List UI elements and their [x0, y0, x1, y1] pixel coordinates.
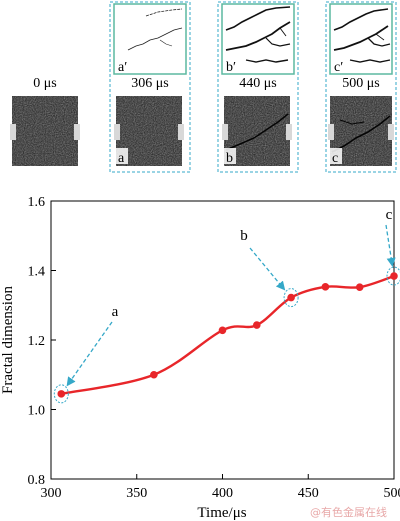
y-axis-label: Fractal dimension — [0, 286, 16, 394]
y-tick-label: 1.0 — [28, 404, 46, 419]
crack-letter-a: a′ — [118, 60, 127, 75]
annotation-label: b — [240, 228, 248, 244]
annotation-arrow — [66, 321, 113, 387]
panel-500us: c′ 500 μs c — [325, 1, 397, 173]
annotation-label: a — [112, 304, 119, 320]
y-tick-label: 1.6 — [28, 195, 46, 210]
y-tick-label: 1.2 — [28, 334, 46, 349]
x-tick-label: 500 — [384, 486, 400, 501]
dashed-frame-b — [217, 1, 299, 173]
crack-map-a — [113, 3, 187, 75]
image-letter-b: b — [226, 151, 233, 166]
annotations: a b c — [53, 207, 400, 404]
y-axis: 0.8 1.0 1.2 1.4 1.6 — [28, 195, 56, 488]
x-axis: 300 350 400 450 500 — [41, 474, 400, 501]
x-axis-label: Time/μs — [197, 505, 246, 521]
crack-letter-b: b′ — [226, 60, 236, 75]
time-label-306: 306 μs — [131, 76, 168, 91]
annotation-arrow — [249, 247, 286, 291]
x-tick-label: 350 — [126, 486, 147, 501]
image-letter-a: a — [118, 151, 125, 166]
dashed-frame-c — [325, 1, 397, 173]
crack-lines-a — [127, 8, 183, 51]
highlight-ring — [283, 288, 299, 308]
image-panels: 0 μs a′ 306 μs — [10, 1, 397, 173]
chart: 0.81.01.21.41.6 300350400450500 Time/μs … — [0, 195, 400, 521]
crack-lines-b — [225, 6, 291, 63]
specimen-image-0 — [10, 96, 80, 166]
image-letter-c: c — [332, 151, 338, 166]
panel-440us: b′ 440 μs b — [217, 1, 299, 173]
data-point — [57, 390, 66, 398]
x-tick-label: 450 — [298, 486, 319, 501]
data-point — [287, 293, 295, 302]
data-point — [150, 370, 158, 379]
crack-lines-c — [333, 8, 391, 63]
highlight-ring — [386, 266, 400, 286]
panel-0us: 0 μs — [10, 76, 80, 166]
panel-306us: a′ 306 μs a — [109, 1, 191, 173]
data-point — [321, 283, 330, 291]
time-label-440: 440 μs — [239, 76, 276, 91]
y-tick-label: 1.4 — [28, 265, 46, 280]
plot-frame — [50, 200, 395, 480]
specimen-image-b — [222, 96, 292, 166]
y-tick-label: 0.8 — [28, 473, 46, 488]
crack-map-b — [221, 3, 295, 75]
x-tick-label: 400 — [212, 486, 233, 501]
x-tick-label: 300 — [41, 486, 62, 501]
series-line — [61, 274, 395, 396]
series-fractal-dimension — [57, 272, 398, 398]
data-point — [252, 321, 261, 329]
dashed-frame-a — [109, 1, 191, 173]
data-point — [355, 283, 364, 291]
highlight-ring — [53, 384, 69, 404]
time-label-0: 0 μs — [33, 76, 56, 91]
crack-letter-c: c′ — [334, 60, 343, 75]
watermark: @有色金属在线 — [310, 505, 387, 519]
annotation-arrow — [385, 224, 396, 267]
time-label-500: 500 μs — [342, 76, 379, 91]
annotation-label: c — [386, 207, 393, 223]
data-point — [218, 326, 227, 335]
data-point — [390, 272, 398, 280]
